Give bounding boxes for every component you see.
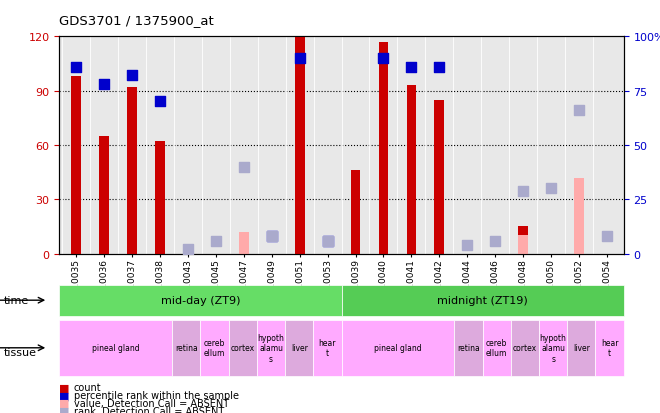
Point: [71, 64, 81, 71]
Text: ■: ■: [59, 390, 70, 400]
Text: GDS3701 / 1375900_at: GDS3701 / 1375900_at: [59, 14, 214, 27]
Bar: [239, 232, 249, 254]
Text: midnight (ZT19): midnight (ZT19): [437, 295, 528, 306]
Bar: [482, 320, 511, 376]
Bar: [350, 171, 360, 254]
Point: [238, 164, 249, 171]
Point: [322, 237, 333, 244]
Text: percentile rank within the sample: percentile rank within the sample: [74, 390, 239, 400]
Bar: [71, 77, 81, 254]
Text: pineal gland: pineal gland: [92, 344, 140, 352]
Point: [99, 81, 110, 88]
Point: [406, 64, 416, 71]
Text: retina: retina: [175, 344, 198, 352]
Text: rank, Detection Call = ABSENT: rank, Detection Call = ABSENT: [74, 406, 224, 413]
Bar: [434, 100, 444, 254]
Bar: [295, 37, 304, 254]
Point: [434, 64, 445, 71]
Text: cortex: cortex: [513, 344, 537, 352]
Text: hear
t: hear t: [319, 338, 336, 358]
Point: [490, 237, 500, 244]
Text: value, Detection Call = ABSENT: value, Detection Call = ABSENT: [74, 398, 229, 408]
Bar: [285, 320, 314, 376]
Bar: [511, 320, 539, 376]
Point: [574, 107, 584, 114]
Point: [183, 246, 193, 253]
Text: cereb
ellum: cereb ellum: [486, 338, 508, 358]
Text: hypoth
alamu
s: hypoth alamu s: [540, 333, 566, 363]
Bar: [342, 320, 454, 376]
Text: retina: retina: [457, 344, 480, 352]
Text: ■: ■: [59, 406, 70, 413]
Point: [546, 186, 556, 192]
Bar: [172, 320, 201, 376]
Bar: [342, 285, 624, 316]
Point: [322, 237, 333, 244]
Bar: [539, 320, 567, 376]
Text: ■: ■: [59, 382, 70, 392]
Point: [518, 188, 529, 195]
Text: liver: liver: [573, 344, 590, 352]
Bar: [567, 320, 595, 376]
Text: hear
t: hear t: [601, 338, 618, 358]
Point: [267, 233, 277, 240]
Text: mid-day (ZT9): mid-day (ZT9): [161, 295, 240, 306]
Bar: [155, 142, 165, 254]
Bar: [518, 236, 528, 254]
Point: [602, 233, 612, 240]
Bar: [595, 320, 624, 376]
Text: cortex: cortex: [231, 344, 255, 352]
Point: [127, 73, 137, 79]
Bar: [201, 320, 228, 376]
Bar: [379, 43, 388, 254]
Bar: [407, 86, 416, 254]
Bar: [228, 320, 257, 376]
Bar: [99, 137, 109, 254]
Bar: [127, 88, 137, 254]
Text: count: count: [74, 382, 102, 392]
Point: [378, 55, 389, 62]
Text: liver: liver: [291, 344, 308, 352]
Text: time: time: [3, 295, 28, 306]
Bar: [59, 320, 172, 376]
Bar: [574, 178, 584, 254]
Bar: [314, 320, 342, 376]
Text: hypoth
alamu
s: hypoth alamu s: [257, 333, 284, 363]
Point: [267, 233, 277, 240]
Text: pineal gland: pineal gland: [374, 344, 422, 352]
Text: ■: ■: [59, 398, 70, 408]
Text: tissue: tissue: [3, 347, 36, 357]
Bar: [59, 285, 342, 316]
Point: [294, 55, 305, 62]
Point: [154, 99, 165, 105]
Point: [211, 237, 221, 244]
Point: [462, 242, 473, 249]
Bar: [257, 320, 285, 376]
Bar: [518, 227, 528, 254]
Text: cereb
ellum: cereb ellum: [204, 338, 225, 358]
Bar: [454, 320, 482, 376]
